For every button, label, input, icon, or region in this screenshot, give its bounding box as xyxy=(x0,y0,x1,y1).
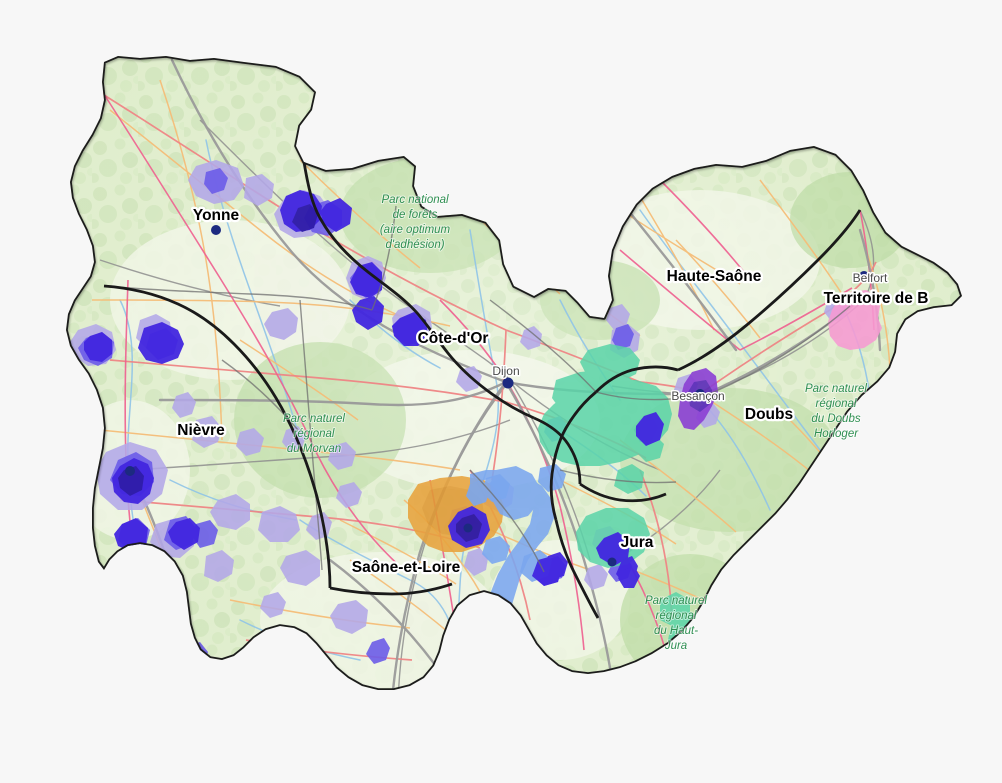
city-label: Besançon xyxy=(671,389,724,403)
department-label: Nièvre xyxy=(177,422,225,439)
park-label-line: d'adhésion) xyxy=(385,239,444,251)
overlay-dark-gevrey xyxy=(542,552,568,580)
department-label: Doubs xyxy=(745,406,793,423)
city-labels-group: Dijon Besançon Belfort xyxy=(491,270,890,405)
park-label-line: du Morvan xyxy=(287,443,341,455)
park-label-line: Jura xyxy=(664,640,687,652)
overlay-pink-belfort[interactable] xyxy=(828,290,882,350)
park-label-line: régional xyxy=(656,610,697,622)
park-label-line: du Haut- xyxy=(654,625,698,637)
park-labels-group: Parc national de forêts (aire optimum d'adh… xyxy=(282,193,868,653)
overlay-teal-haut-jura xyxy=(660,592,690,628)
park-label-line: de forêts xyxy=(393,209,438,221)
department-label: Jura xyxy=(621,534,654,551)
city-dot[interactable] xyxy=(502,377,514,389)
park-label-line: Horloger xyxy=(814,428,859,440)
overlay-mid-chateauneuf xyxy=(366,638,390,664)
overlay-blue-seurre xyxy=(482,536,510,564)
park-label-line: Parc naturel xyxy=(283,413,345,425)
overlay-mid-sens-n xyxy=(204,168,228,194)
overlay-lavender-jura-s xyxy=(584,564,608,590)
city-dot[interactable] xyxy=(211,225,221,235)
department-label: Saône-et-Loire xyxy=(352,559,461,576)
city-dot[interactable] xyxy=(463,523,473,533)
park-label: Parc naturel régional du Haut- Jura xyxy=(644,594,708,653)
overlay-dark-lons-core xyxy=(596,532,630,566)
overlay-lavender-chateau-chinon xyxy=(236,428,264,456)
city-dot[interactable] xyxy=(859,271,869,281)
department-label: Territoire de B xyxy=(824,290,929,307)
department-label: Haute-Saône xyxy=(667,268,762,285)
park-label: Parc national de forêts (aire optimum d'adh… xyxy=(379,193,452,252)
overlay-blue-tavaux xyxy=(466,480,490,506)
park-label-line: régional xyxy=(816,398,857,410)
overlay-blue-chagny xyxy=(482,474,510,502)
overlay-dark-jura-sm xyxy=(618,566,640,588)
overlay-purple-dark-group[interactable] xyxy=(84,190,870,700)
overlay-lavender-digoin xyxy=(280,550,320,586)
overlay-dark-pontarlier xyxy=(636,412,664,446)
overlay-lavender-beaune xyxy=(456,366,482,392)
overlay-mid-gray xyxy=(612,324,634,350)
park-label-line: du Doubs xyxy=(811,413,860,425)
overlay-lavender-luzy xyxy=(210,494,250,530)
overlay-teal-arbois xyxy=(614,464,644,494)
dept-labels-group: Yonne Côte-d'Or Haute-Saône Territoire de B… xyxy=(175,205,931,579)
overlay-dark-nevers-core xyxy=(118,466,144,496)
city-label: Dijon xyxy=(492,364,519,378)
overlay-dark-luzy xyxy=(168,518,200,550)
overlay-dark-montbard xyxy=(392,312,428,346)
park-label: Parc naturel régional du Morvan xyxy=(282,412,346,456)
overlay-lavender-clunisois xyxy=(260,592,286,618)
overlay-dark-sens-core xyxy=(292,204,318,232)
overlay-dark-chatillon xyxy=(352,296,384,330)
park-label: Parc naturel régional du Doubs Horloger xyxy=(804,382,868,441)
overlay-lavender-nuits xyxy=(520,326,542,350)
overlay-lavender-tournus xyxy=(336,482,362,508)
park-label-line: (aire optimum xyxy=(380,224,451,236)
region-outline xyxy=(66,56,962,690)
park-label-line: Parc naturel xyxy=(645,595,707,607)
city-dot[interactable] xyxy=(607,557,617,567)
city-dot[interactable] xyxy=(695,389,705,399)
overlay-lavender-sem xyxy=(172,392,196,418)
overlay-lavender-paray xyxy=(330,600,368,634)
overlay-dark-chatenoy xyxy=(320,198,352,232)
city-dots-group[interactable] xyxy=(125,225,869,567)
department-label: Côte-d'Or xyxy=(418,330,489,347)
city-label: Belfort xyxy=(853,271,888,285)
overlay-lavender-avallon xyxy=(264,308,298,340)
overlay-lavender-joigny xyxy=(244,174,274,206)
overlay-dark-cosne xyxy=(84,332,112,362)
overlay-dark-tonnerre xyxy=(350,262,382,298)
internal-dept-outlines xyxy=(103,161,862,619)
overlay-lavender-charolles xyxy=(204,550,234,582)
overlay-lavender-corbigny xyxy=(192,416,222,448)
park-label-line: Parc naturel xyxy=(805,383,867,395)
overlay-lavender-arnay xyxy=(328,442,356,470)
park-label-line: Parc national xyxy=(381,194,449,206)
overlay-lavender-macon-e xyxy=(464,548,488,576)
overlay-lavender-autun xyxy=(258,506,300,542)
city-dot[interactable] xyxy=(125,466,135,476)
department-label: Yonne xyxy=(193,207,240,224)
overlay-lavender-vesoul xyxy=(606,304,630,330)
park-label-line: régional xyxy=(294,428,335,440)
overlay-dark-clamecy xyxy=(138,322,184,364)
